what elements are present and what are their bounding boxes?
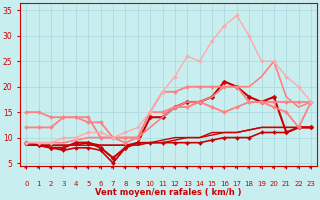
- X-axis label: Vent moyen/en rafales ( km/h ): Vent moyen/en rafales ( km/h ): [95, 188, 242, 197]
